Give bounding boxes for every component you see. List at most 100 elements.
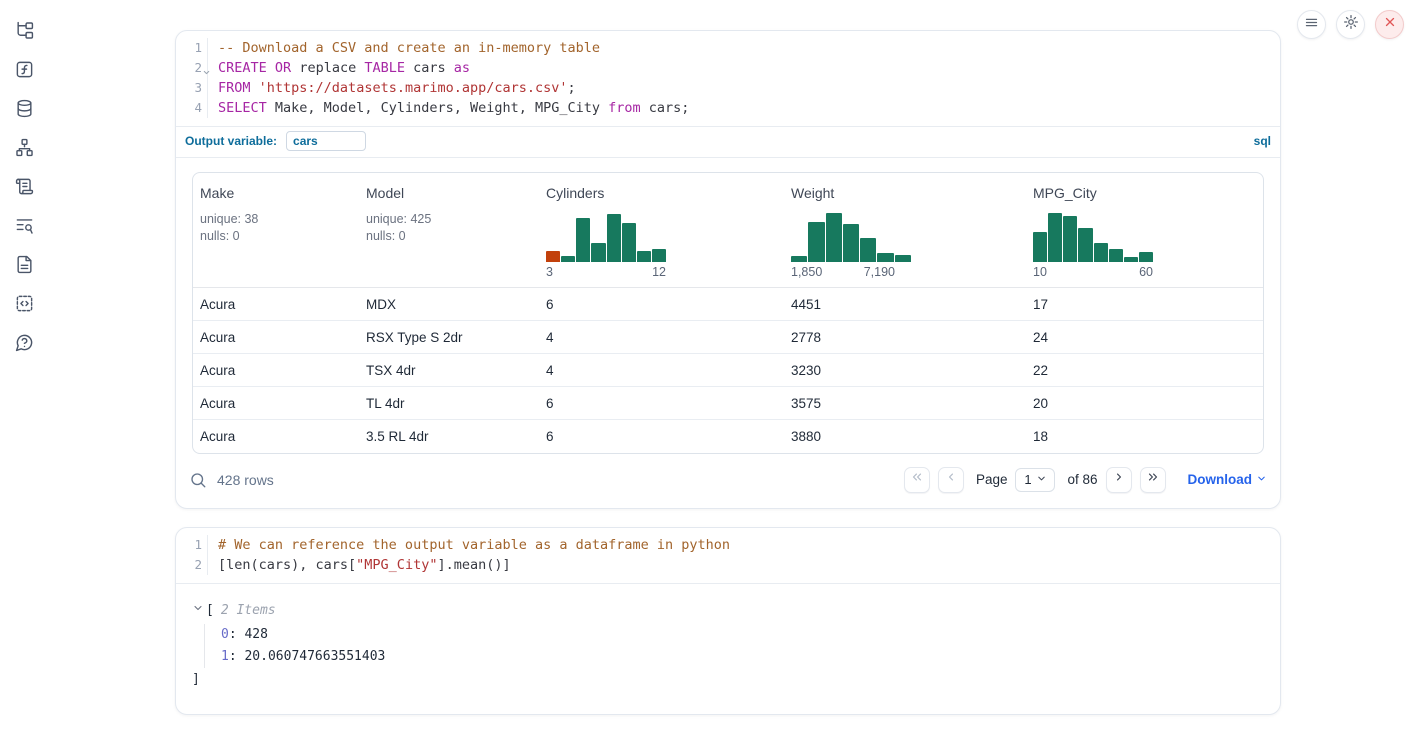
sidebar-item-datasources[interactable]	[13, 99, 35, 122]
axis-max-label: 7,190	[863, 265, 895, 279]
sidebar-item-dependency-graph[interactable]	[13, 138, 35, 162]
code-token: SELECT	[218, 100, 267, 116]
column-header: Make unique: 38 nulls: 0	[193, 173, 358, 288]
page-total-label: of 86	[1067, 472, 1098, 487]
histogram-bar	[1138, 252, 1153, 262]
table-cell: 4	[538, 353, 783, 387]
text-search-icon	[15, 216, 34, 240]
chevron-down-icon	[1036, 472, 1047, 487]
sidebar-item-help[interactable]	[13, 334, 35, 356]
table-row: Acura MDX 6 4451 17	[193, 287, 1263, 321]
histogram-bar	[636, 251, 651, 262]
histogram-bar	[546, 251, 561, 262]
code-token: "MPG_City"	[356, 556, 438, 573]
chevron-down-icon	[1256, 472, 1267, 487]
open-bracket: [	[206, 602, 214, 618]
table-cell: TSX 4dr	[358, 353, 538, 387]
column-stat: unique: 425	[366, 212, 432, 226]
code-token: -- Download a CSV and create an in-memor…	[218, 40, 601, 56]
sql-cell-output: Make unique: 38 nulls: 0 Model unique: 425 nu…	[176, 158, 1280, 454]
table-cell: 3575	[783, 386, 1025, 420]
page-select[interactable]: 1	[1015, 467, 1056, 492]
column-name[interactable]: Weight	[791, 185, 835, 201]
document-icon	[15, 255, 34, 279]
column-header: Cylinders 3 12	[538, 173, 783, 288]
table-cell: 22	[1025, 353, 1263, 387]
table-cell: Acura	[193, 320, 358, 354]
table-cell: 3230	[783, 353, 1025, 387]
next-page-button[interactable]	[1105, 466, 1132, 493]
last-page-button[interactable]	[1139, 466, 1166, 493]
column-histogram[interactable]	[546, 210, 666, 262]
download-button[interactable]: Download	[1188, 472, 1268, 487]
code-token: # We can reference the output variable a…	[218, 536, 731, 553]
histogram-axis: 3 12	[546, 265, 666, 279]
sidebar-item-documentation[interactable]	[13, 255, 35, 279]
table-row: Acura 3.5 RL 4dr 6 3880 18	[193, 420, 1263, 453]
code-line: 2 [len(cars), cars["MPG_City"].mean()]	[176, 554, 1280, 575]
fold-chevron-icon[interactable]	[202, 63, 211, 83]
histogram-bar	[1123, 257, 1138, 262]
column-stat: nulls: 0	[366, 229, 406, 243]
table-cell: 17	[1025, 287, 1263, 321]
histogram-bar	[877, 253, 894, 262]
settings-button[interactable]	[1336, 10, 1365, 39]
scroll-icon	[15, 177, 34, 201]
sql-code-editor[interactable]: 1 -- Download a CSV and create an in-memo…	[176, 31, 1280, 126]
histogram-bar	[621, 223, 636, 262]
sidebar-item-scratchpad[interactable]	[13, 178, 35, 200]
pagination: Page 1 of 86 Download	[903, 466, 1268, 493]
table-cell: Acura	[193, 287, 358, 321]
histogram-bar	[591, 243, 606, 262]
chevron-right-icon	[1112, 470, 1126, 489]
first-page-button[interactable]	[903, 466, 930, 493]
window-controls	[1297, 10, 1404, 39]
histogram-bar	[561, 256, 576, 262]
search-icon[interactable]	[189, 471, 207, 489]
chevrons-left-icon	[910, 470, 924, 489]
shutdown-button[interactable]	[1375, 10, 1404, 39]
sidebar-item-variables[interactable]	[13, 61, 35, 83]
code-line: 1 -- Download a CSV and create an in-memo…	[176, 38, 1280, 58]
column-name[interactable]: MPG_City	[1033, 185, 1097, 201]
code-token: replace	[291, 60, 365, 76]
sql-cell: 1 -- Download a CSV and create an in-memo…	[175, 30, 1281, 509]
column-header: Model unique: 425 nulls: 0	[358, 173, 538, 288]
python-cell-output: [2 Items 0: 428 1: 20.060747663551403]	[176, 582, 1280, 714]
column-name[interactable]: Cylinders	[546, 185, 605, 201]
sidebar-item-file-explorer[interactable]	[13, 21, 35, 44]
function-square-icon	[15, 60, 34, 84]
column-name[interactable]: Make	[200, 185, 235, 201]
code-token: CREATE	[218, 60, 267, 76]
table-cell: Acura	[193, 386, 358, 420]
code-line: 4 SELECT Make, Model, Cylinders, Weight, …	[176, 98, 1280, 118]
code-token: cars;	[640, 100, 690, 116]
column-stat: nulls: 0	[200, 229, 240, 243]
python-code-editor[interactable]: 1 # We can reference the output variable …	[176, 528, 1280, 583]
previous-page-button[interactable]	[937, 466, 964, 493]
chevron-down-icon[interactable]	[192, 601, 204, 621]
table-cell: RSX Type S 2dr	[358, 320, 538, 354]
code-text: SELECT Make, Model, Cylinders, Weight, M…	[208, 98, 689, 118]
table-cell: 4451	[783, 287, 1025, 321]
sidebar-item-snippets[interactable]	[13, 295, 35, 317]
output-variable-input[interactable]	[286, 131, 367, 151]
code-box-icon	[15, 294, 34, 318]
column-histogram[interactable]	[791, 210, 911, 262]
code-token: Make, Model, Cylinders, Weight, MPG_City	[266, 100, 609, 116]
histogram-bar	[842, 224, 860, 262]
column-histogram[interactable]	[1033, 210, 1153, 262]
sidebar-item-logs-search[interactable]	[13, 217, 35, 239]
table-cell: Acura	[200, 428, 236, 444]
network-graph-icon	[15, 138, 34, 162]
column-stats: unique: 38 nulls: 0	[200, 211, 350, 245]
items-count: 2 Items	[220, 602, 276, 618]
histogram-bar	[1048, 213, 1063, 262]
item-index: 0	[221, 626, 229, 642]
table-cell: 20	[1025, 386, 1263, 420]
column-stats: unique: 425 nulls: 0	[366, 211, 530, 245]
output-variable-bar: Output variable: sql	[176, 126, 1280, 158]
code-text: # We can reference the output variable a…	[208, 535, 730, 555]
column-name[interactable]: Model	[366, 185, 405, 201]
notebook-menu-button[interactable]	[1297, 10, 1326, 39]
